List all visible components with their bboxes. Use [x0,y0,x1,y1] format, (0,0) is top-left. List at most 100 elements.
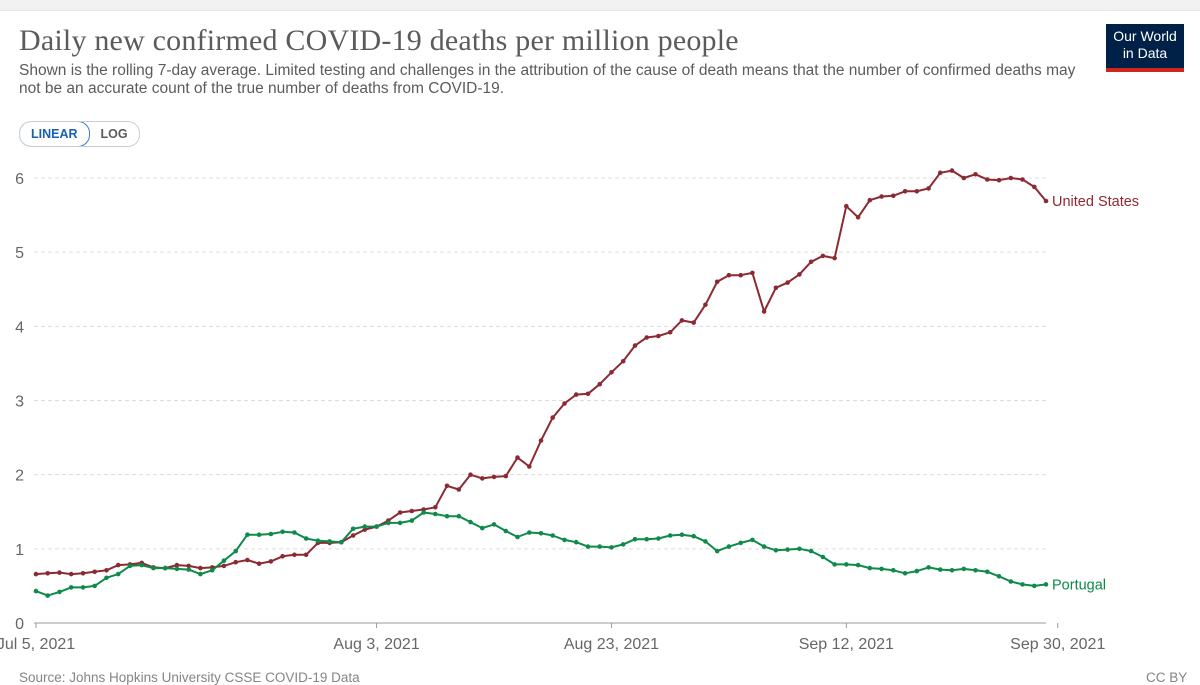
united-states-point-51 [632,343,638,348]
y-tick-label-0: 0 [15,616,24,633]
portugal-point-78 [949,568,955,573]
portugal-point-10 [151,565,156,571]
united-states-point-75 [914,189,920,194]
portugal-point-68 [832,562,837,567]
united-states-point-16 [221,563,227,569]
grid-layer [34,177,1046,550]
united-states-point-35 [444,483,450,489]
portugal-label: Portugal [1052,577,1106,593]
portugal-point-70 [855,562,861,568]
portugal-point-54 [667,533,673,538]
top-rule [0,0,1200,11]
united-states-point-46 [573,392,579,397]
united-states-point-84 [1020,177,1025,182]
united-states-point-60 [738,272,743,278]
united-states-point-22 [292,552,297,558]
united-states-point-57 [703,302,708,308]
y-tick-label-1: 1 [15,542,24,559]
portugal-point-80 [973,568,978,573]
united-states-point-39 [491,474,497,480]
portugal-point-82 [996,574,1002,579]
united-states-point-82 [996,177,1002,183]
logo-accent-bar [1106,68,1184,72]
united-states-point-48 [597,381,602,387]
portugal-point-2 [57,589,62,595]
portugal-line [35,511,1047,597]
portugal-point-27 [350,526,356,532]
united-states-point-83 [1008,175,1014,181]
united-states-point-64 [785,280,790,285]
portugal-point-6 [104,575,109,581]
linear-scale-button[interactable]: LINEAR [19,122,90,146]
chart-subtitle: Shown is the rolling 7-day average. Limi… [19,62,1076,97]
united-states-point-68 [832,255,837,261]
portugal-point-74 [902,571,908,576]
united-states-point-31 [397,510,403,515]
united-states-point-63 [773,285,779,291]
portugal-point-53 [656,536,661,541]
license-link[interactable]: CC BY [1146,670,1188,685]
portugal-point-33 [421,510,426,515]
portugal-point-48 [597,544,602,549]
united-states-point-72 [879,194,884,199]
united-states-point-14 [198,565,203,571]
portugal-point-63 [773,548,779,553]
united-states-point-40 [503,473,509,479]
portugal-point-75 [914,568,920,574]
portugal-point-44 [550,533,555,538]
united-states-line [35,169,1047,576]
portugal-point-73 [891,568,896,573]
portugal-point-39 [491,522,497,527]
owid-logo[interactable]: Our World in Data [1106,24,1184,72]
united-states-point-78 [949,168,955,173]
portugal-point-55 [679,532,685,537]
portugal-point-49 [609,545,614,550]
united-states-point-4 [80,571,86,576]
portugal-point-81 [985,569,990,575]
portugal-point-84 [1020,582,1025,587]
portugal-point-1 [45,593,50,598]
portugal-point-16 [221,558,227,563]
portugal-point-31 [397,520,403,526]
portugal-point-67 [820,554,826,560]
x-tick-label-3: Sep 12, 2021 [799,636,894,653]
united-states-point-19 [256,561,262,566]
united-states-point-2 [57,570,62,575]
united-states-point-59 [726,272,732,278]
portugal-point-36 [456,513,462,519]
united-states-point-32 [409,508,415,514]
portugal-point-71 [867,565,873,571]
portugal-point-35 [444,513,450,519]
portugal-point-76 [926,565,931,570]
portugal-point-17 [233,548,238,554]
united-states-point-36 [456,487,462,492]
united-states-point-76 [926,186,931,191]
portugal-point-8 [127,563,133,569]
portugal-point-83 [1008,579,1014,584]
y-tick-label-6: 6 [15,171,24,188]
axis-layer: 0 1 2 3 4 5 6 Jul 5, 2021 Aug 3, 2021 Aug 23, 202… [0,171,1105,653]
united-states-point-44 [550,415,555,420]
portugal-point-50 [620,542,626,547]
x-tick-label-2: Aug 23, 2021 [564,636,659,653]
portugal-point-56 [691,533,696,539]
portugal-point-65 [797,546,802,552]
portugal-point-59 [726,544,732,549]
logo-line-1: Our World [1113,28,1177,44]
united-states-point-7 [115,562,121,568]
united-states-point-52 [644,335,649,340]
united-states-point-81 [985,177,990,182]
portugal-point-85 [1032,583,1037,589]
source-note[interactable]: Source: Johns Hopkins University CSSE CO… [19,670,360,685]
united-states-point-67 [820,253,826,259]
portugal-point-32 [409,518,415,523]
log-scale-button[interactable]: LOG [100,127,128,141]
chart-title: Daily new confirmed COVID-19 deaths per … [19,24,739,57]
united-states-point-12 [174,562,180,568]
portugal-point-86 [1043,582,1049,587]
united-states-point-34 [433,505,438,510]
series-layer: United States Portugal [33,168,1139,598]
united-states-point-73 [891,193,896,199]
portugal-point-51 [632,536,638,542]
x-tick-label-1: Aug 3, 2021 [333,636,419,653]
